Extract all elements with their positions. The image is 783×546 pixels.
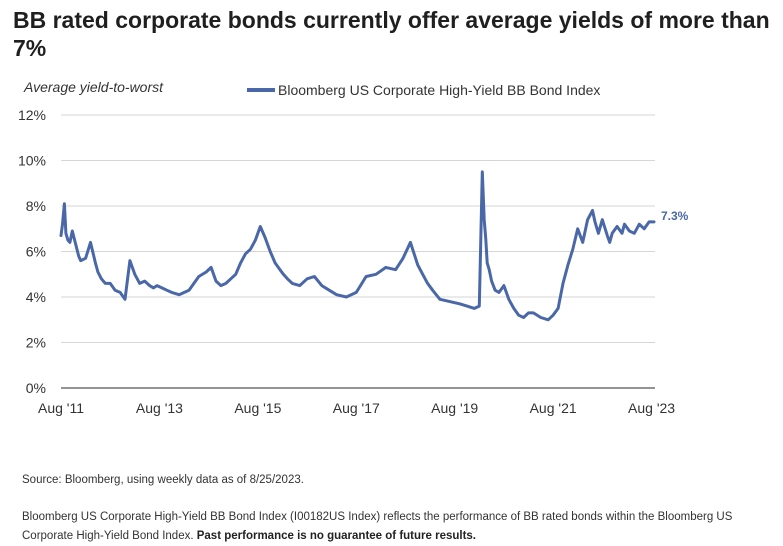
end-label-group: 7.3%	[661, 209, 689, 223]
x-tick-label: Aug '19	[431, 400, 478, 416]
y-tick-label: 0%	[26, 380, 46, 396]
x-tick-label: Aug '21	[530, 400, 577, 416]
x-tick-labels: Aug '11 Aug '13 Aug '15 Aug '17 Aug '19 Aug '…	[38, 400, 675, 416]
y-tick-label: 12%	[18, 107, 46, 123]
legend: Bloomberg US Corporate High-Yield BB Bon…	[247, 82, 600, 98]
y-tick-label: 2%	[26, 335, 46, 351]
end-value-label: 7.3%	[661, 209, 689, 223]
series-line-group	[59, 170, 656, 322]
y-tick-label: 8%	[26, 198, 46, 214]
x-tick-label: Aug '13	[136, 400, 183, 416]
y-tick-label: 4%	[26, 289, 46, 305]
x-tick-label: Aug '15	[234, 400, 281, 416]
y-tick-label: 10%	[18, 153, 46, 169]
x-tick-label: Aug '23	[628, 400, 675, 416]
footnote: Bloomberg US Corporate High-Yield BB Bon…	[22, 508, 767, 546]
x-tick-label: Aug '11	[38, 400, 84, 416]
x-tick-label: Aug '17	[333, 400, 380, 416]
footnote-text: Bloomberg US Corporate High-Yield BB Bon…	[22, 511, 733, 542]
series-line	[59, 170, 656, 322]
chart-title: BB rated corporate bonds currently offer…	[13, 7, 770, 61]
gridlines	[61, 114, 655, 389]
legend-label: Bloomberg US Corporate High-Yield BB Bon…	[278, 82, 601, 98]
y-axis-label: Average yield-to-worst	[24, 79, 164, 95]
y-tick-label: 6%	[26, 244, 46, 260]
legend-swatch	[247, 88, 275, 92]
source-note: Source: Bloomberg, using weekly data as …	[22, 474, 304, 486]
disclaimer: Past performance is no guarantee of futu…	[196, 530, 476, 542]
y-tick-labels: 0% 2% 4% 6% 8% 10% 12%	[18, 107, 46, 396]
